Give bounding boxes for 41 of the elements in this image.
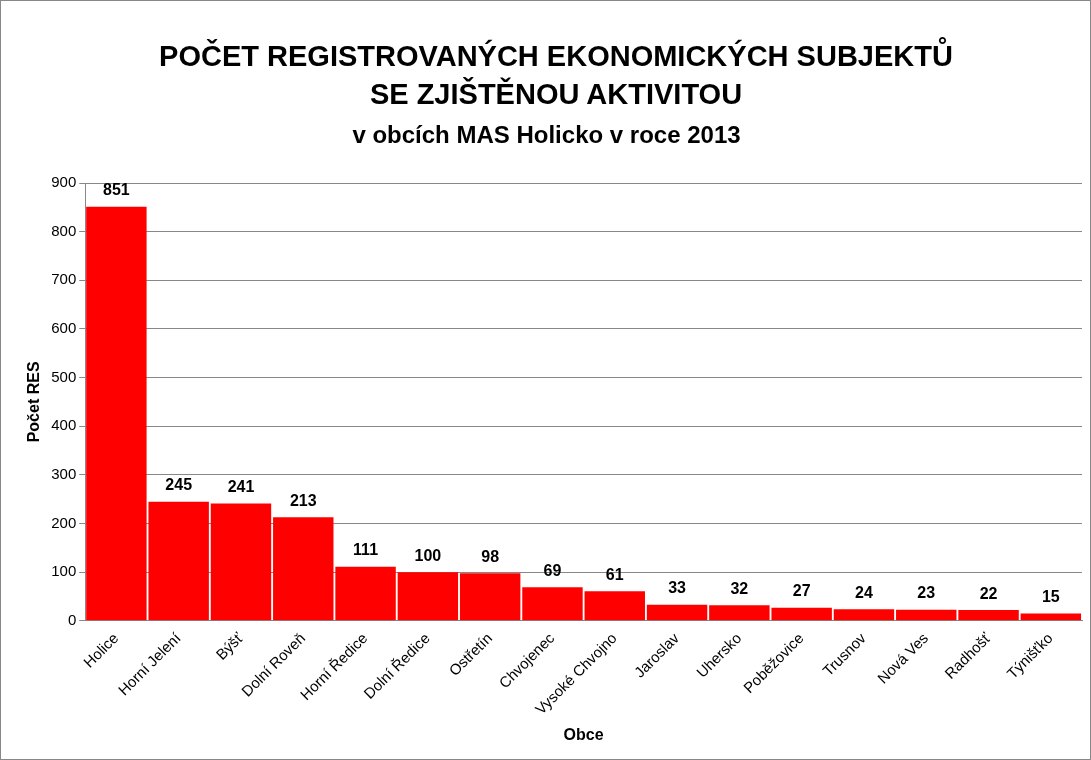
y-tick-label: 700 bbox=[51, 270, 77, 288]
bar bbox=[584, 591, 645, 621]
y-tick-label: 800 bbox=[51, 221, 77, 239]
bar bbox=[459, 573, 521, 621]
data-label: 213 bbox=[289, 491, 317, 509]
y-tick-label: 900 bbox=[51, 173, 77, 191]
data-label: 851 bbox=[103, 181, 130, 199]
bar bbox=[958, 610, 1019, 621]
bar bbox=[646, 604, 708, 621]
chart-title: POČET REGISTROVANÝCH EKONOMICKÝCH SUBJEKTŮ SE ZJIŠTĚNOU AKTIVITOU bbox=[158, 37, 954, 112]
y-tick-label: 500 bbox=[51, 367, 77, 385]
bar bbox=[397, 572, 459, 621]
data-label: 69 bbox=[543, 561, 562, 579]
data-label: 32 bbox=[730, 579, 749, 597]
data-label: 111 bbox=[353, 541, 379, 559]
bar bbox=[273, 517, 334, 621]
chart-subtitle: v obcích MAS Holicko v roce 2013 bbox=[351, 121, 742, 149]
data-label: 241 bbox=[227, 477, 255, 495]
data-label: 15 bbox=[1041, 587, 1060, 605]
data-label: 22 bbox=[979, 584, 998, 602]
y-axis-title: Počet RES bbox=[25, 361, 43, 443]
bar bbox=[335, 566, 396, 621]
bar bbox=[896, 609, 957, 621]
y-tick-label: 0 bbox=[67, 610, 77, 628]
data-label: 61 bbox=[605, 565, 624, 583]
bar bbox=[522, 587, 583, 621]
data-label: 23 bbox=[917, 584, 936, 602]
y-tick-label: 600 bbox=[51, 319, 77, 337]
y-tick-label: 100 bbox=[51, 562, 77, 580]
data-label: 100 bbox=[414, 546, 442, 564]
x-axis-title: Obce bbox=[563, 725, 604, 743]
y-tick-label: 200 bbox=[51, 513, 77, 531]
data-label: 98 bbox=[481, 547, 500, 565]
y-tick-label: 300 bbox=[51, 465, 77, 483]
data-label: 245 bbox=[165, 476, 193, 494]
data-label: 24 bbox=[855, 583, 873, 601]
data-label: 33 bbox=[668, 579, 687, 597]
bar bbox=[833, 609, 895, 621]
y-tick-label: 400 bbox=[51, 416, 77, 434]
data-label: 27 bbox=[792, 582, 811, 600]
bar bbox=[210, 503, 272, 621]
